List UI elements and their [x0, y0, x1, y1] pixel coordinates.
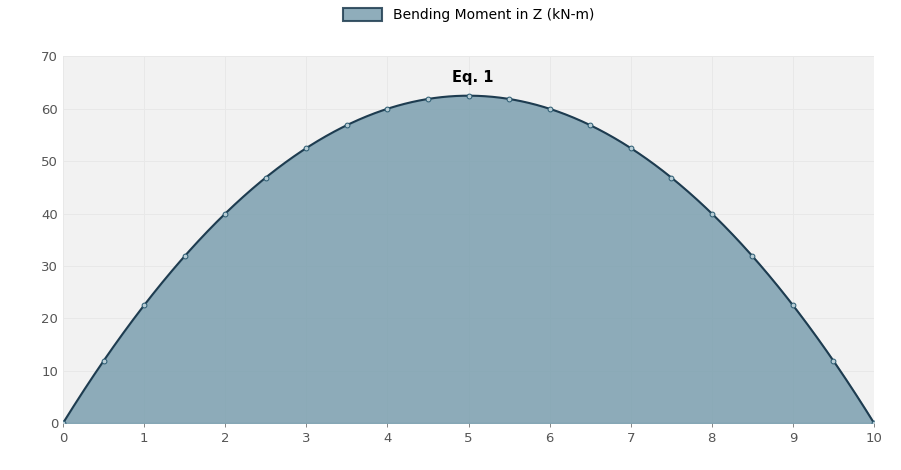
Point [299, 144, 314, 152]
Point [177, 252, 192, 260]
Point [867, 419, 881, 427]
Legend: Bending Moment in Z (kN-m): Bending Moment in Z (kN-m) [343, 8, 594, 23]
Point [826, 357, 841, 365]
Point [421, 95, 435, 103]
Point [502, 95, 516, 103]
Point [542, 105, 557, 112]
Point [664, 174, 678, 181]
Point [461, 92, 476, 100]
Point [380, 105, 395, 112]
Point [56, 419, 70, 427]
Point [137, 301, 151, 309]
Point [340, 121, 354, 129]
Text: Eq. 1: Eq. 1 [451, 70, 494, 85]
Point [623, 144, 638, 152]
Point [218, 210, 232, 217]
Point [786, 301, 800, 309]
Point [259, 174, 273, 181]
Point [745, 252, 760, 260]
Point [583, 121, 597, 129]
Point [705, 210, 719, 217]
Point [96, 357, 111, 365]
